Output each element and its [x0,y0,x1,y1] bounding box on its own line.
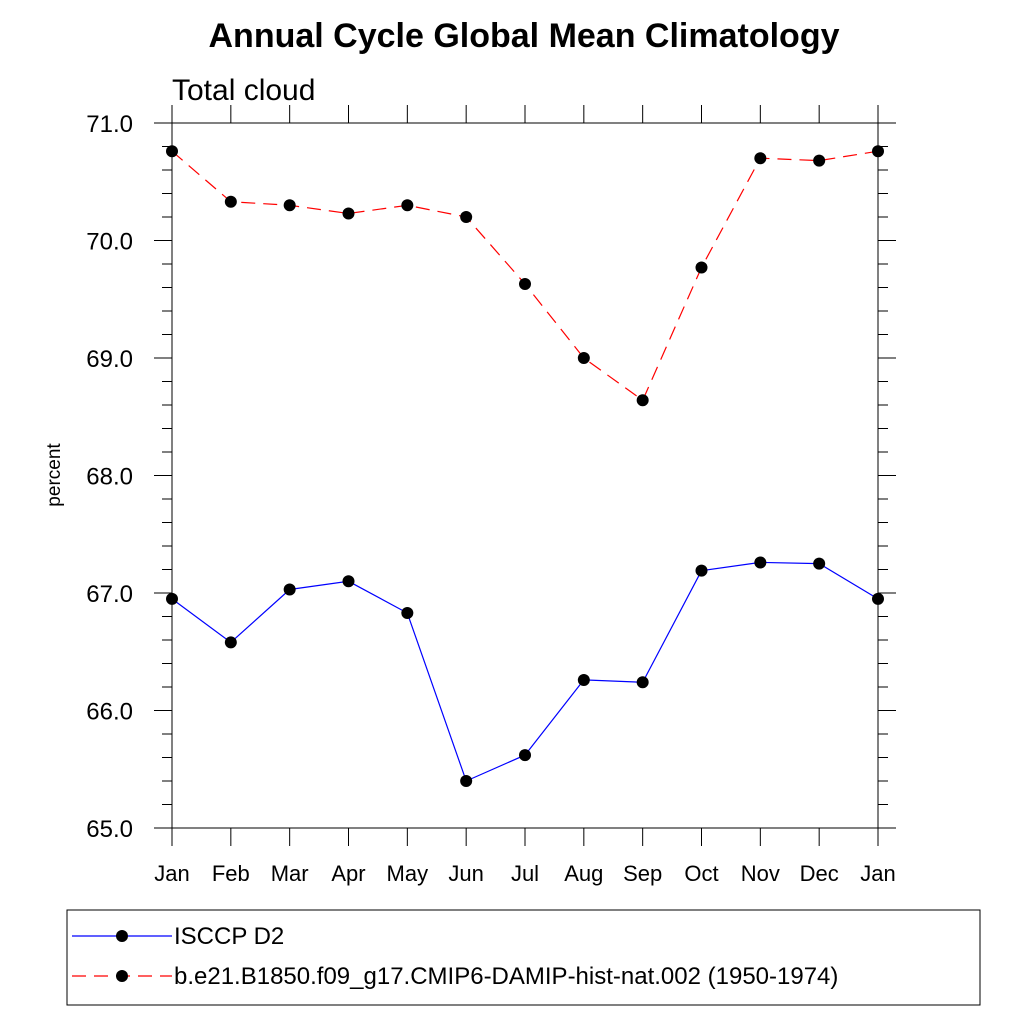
x-tick-label: Sep [623,861,662,886]
x-tick-label: Aug [564,861,603,886]
series-line-1 [171,561,879,782]
series-line-2 [171,150,879,402]
legend: ISCCP D2 b.e21.B1850.f09_g17.CMIP6-DAMIP-… [66,909,981,1006]
x-tick-label: Feb [212,861,250,886]
data-point-series-1 [695,564,708,577]
x-tick-label: Jun [448,861,483,886]
plot-frame [171,122,879,829]
data-point-series-2 [283,199,296,212]
chart-title: Annual Cycle Global Mean Climatology [209,17,840,55]
data-point-series-1 [401,606,414,619]
data-point-series-1 [166,592,178,605]
axis-ticks [154,105,896,846]
data-point-series-2 [342,207,355,220]
data-point-series-1 [636,676,649,689]
y-tick-label: 70.0 [86,229,133,256]
data-point-series-2 [577,352,590,364]
x-tick-label: Jan [860,861,895,886]
data-point-series-2 [166,145,178,158]
y-tick-labels: 65.0 66.0 67.0 68.0 69.0 70.0 71.0 [86,111,133,843]
data-point-series-1 [813,557,826,570]
x-tick-label: Dec [800,861,839,886]
y-tick-label: 67.0 [86,581,133,608]
data-point-series-1 [519,749,531,762]
data-point-series-1 [283,583,296,596]
data-point-series-1 [342,575,355,588]
legend-label-2: b.e21.B1850.f09_g17.CMIP6-DAMIP-hist-nat… [174,963,838,990]
data-point-series-2 [872,145,884,158]
data-point-series-1 [577,673,590,686]
data-point-series-2 [813,154,826,167]
data-point-series-2 [754,152,767,165]
x-tick-label: Oct [684,861,718,886]
y-tick-label: 69.0 [86,346,133,373]
x-tick-label: Nov [741,861,780,886]
x-tick-label: Apr [331,861,365,886]
x-tick-label: May [387,861,429,886]
series-lines [166,145,884,787]
data-point-series-2 [224,195,237,208]
x-tick-label: Mar [271,861,309,886]
data-point-series-2 [636,394,649,407]
y-axis-label: percent [44,443,65,507]
x-tick-label: Jan [154,861,189,886]
chart-subtitle: Total cloud [172,74,315,107]
x-tick-labels: Jan Feb Mar Apr May Jun Jul Aug Sep Oct Nov Dec Jan [154,861,895,886]
legend-label-1: ISCCP D2 [174,923,284,950]
y-tick-label: 66.0 [86,699,133,726]
data-point-series-1 [872,592,884,605]
legend-marker-1 [116,930,128,942]
data-point-series-2 [401,199,414,212]
legend-marker-2 [116,970,128,982]
x-tick-label: Jul [511,861,539,886]
data-point-series-1 [460,775,473,787]
data-point-series-2 [695,261,708,274]
y-tick-label: 68.0 [86,464,133,491]
data-point-series-2 [519,277,531,290]
data-point-series-1 [754,556,767,569]
y-tick-label: 65.0 [86,816,133,843]
data-point-series-1 [224,636,237,649]
legend-box [66,909,981,1006]
y-tick-label: 71.0 [86,111,133,138]
data-point-series-2 [460,211,473,223]
